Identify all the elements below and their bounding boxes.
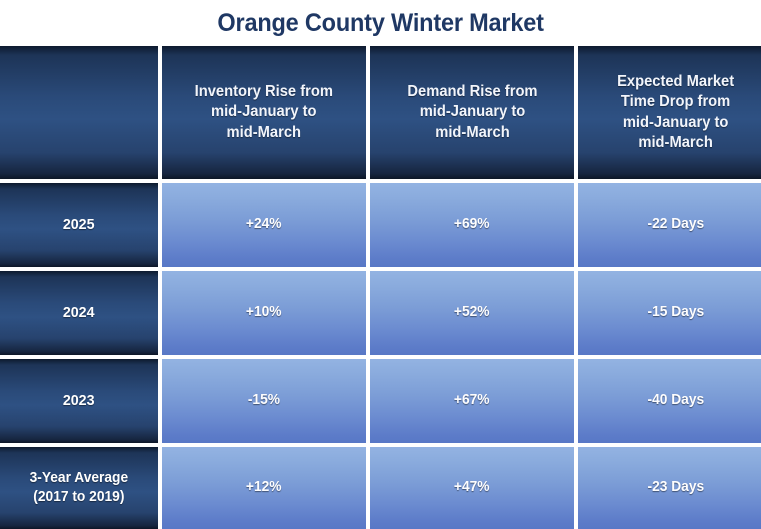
value-market-time-drop-average: -23 Days bbox=[647, 479, 704, 496]
row-label-cell: 3-Year Average (2017 to 2019) bbox=[0, 447, 158, 529]
title-bar: Orange County Winter Market bbox=[0, 0, 761, 46]
header-line-2: mid-January to bbox=[211, 103, 317, 121]
value-inventory-rise-2023: -15% bbox=[247, 392, 281, 409]
gridline-vertical bbox=[158, 46, 162, 179]
cell-demand-rise: +47% bbox=[370, 447, 574, 529]
gridline-vertical bbox=[366, 46, 370, 179]
cell-demand-rise: +67% bbox=[370, 359, 574, 443]
row-label-line-2: (2017 to 2019) bbox=[33, 489, 125, 505]
cell-market-time-drop: -23 Days bbox=[578, 447, 761, 529]
value-demand-rise-2023: +67% bbox=[454, 392, 490, 409]
cell-inventory-rise: +12% bbox=[162, 447, 366, 529]
gridline-vertical bbox=[574, 447, 578, 529]
header-cell-inventory-rise: Inventory Rise from mid-January to mid-M… bbox=[162, 46, 366, 179]
row-label-2024: 2024 bbox=[63, 304, 95, 322]
page-title: Orange County Winter Market bbox=[217, 8, 544, 37]
header-line-1: Demand Rise from bbox=[406, 82, 538, 100]
gridline-vertical bbox=[158, 447, 162, 529]
value-market-time-drop-2023: -40 Days bbox=[647, 392, 704, 409]
row-label-2023: 2023 bbox=[63, 392, 95, 410]
market-data-table: Inventory Rise from mid-January to mid-M… bbox=[0, 46, 761, 529]
table-row: 2023 -15% +67% -4 bbox=[0, 359, 761, 443]
value-market-time-drop-2024: -15 Days bbox=[647, 304, 704, 321]
value-inventory-rise-2025: +24% bbox=[246, 216, 282, 233]
value-demand-rise-2025: +69% bbox=[454, 216, 490, 233]
value-inventory-rise-average: +12% bbox=[246, 479, 282, 496]
cell-demand-rise: +69% bbox=[370, 183, 574, 267]
header-line-3: mid-March bbox=[226, 123, 302, 141]
header-line-3: mid-March bbox=[434, 123, 510, 141]
gridline-vertical bbox=[158, 271, 162, 355]
value-demand-rise-2024: +52% bbox=[454, 304, 490, 321]
header-line-1: Expected Market bbox=[616, 72, 735, 90]
table-row: 2025 +24% +69% -2 bbox=[0, 183, 761, 267]
cell-inventory-rise: +24% bbox=[162, 183, 366, 267]
header-line-2: Time Drop from bbox=[620, 93, 731, 111]
gridline-vertical bbox=[574, 271, 578, 355]
header-line-3: mid-January to bbox=[622, 113, 729, 131]
corner-cell-fill bbox=[0, 46, 158, 179]
cell-inventory-rise: +10% bbox=[162, 271, 366, 355]
cell-market-time-drop: -40 Days bbox=[578, 359, 761, 443]
gridline-horizontal bbox=[0, 179, 761, 183]
gridline-vertical bbox=[366, 183, 370, 267]
gridline-vertical bbox=[366, 359, 370, 443]
value-demand-rise-average: +47% bbox=[454, 479, 490, 496]
cell-market-time-drop: -15 Days bbox=[578, 271, 761, 355]
header-cell-market-time-drop: Expected Market Time Drop from mid-Janua… bbox=[578, 46, 761, 179]
value-inventory-rise-2024: +10% bbox=[246, 304, 282, 321]
row-label-line-1: 3-Year Average bbox=[29, 469, 129, 486]
gridline-vertical bbox=[574, 46, 578, 179]
header-line-1: Inventory Rise from bbox=[194, 82, 334, 100]
header-cell-demand-rise: Demand Rise from mid-January to mid-Marc… bbox=[370, 46, 574, 179]
table-row: 3-Year Average (2017 to 2019) +12% +47% bbox=[0, 447, 761, 529]
header-line-2: mid-January to bbox=[419, 103, 525, 121]
header-label-market-time-drop: Expected Market Time Drop from mid-Janua… bbox=[609, 72, 741, 154]
row-label-cell: 2023 bbox=[0, 359, 158, 443]
header-label-inventory-rise: Inventory Rise from mid-January to mid-M… bbox=[187, 82, 340, 143]
gridline-horizontal bbox=[0, 267, 761, 271]
row-label-cell: 2024 bbox=[0, 271, 158, 355]
header-cell-corner bbox=[0, 46, 158, 179]
header-label-demand-rise: Demand Rise from mid-January to mid-Marc… bbox=[399, 82, 544, 143]
cell-demand-rise: +52% bbox=[370, 271, 574, 355]
table-row: 2024 +10% +52% -1 bbox=[0, 271, 761, 355]
gridline-vertical bbox=[366, 271, 370, 355]
cell-market-time-drop: -22 Days bbox=[578, 183, 761, 267]
value-market-time-drop-2025: -22 Days bbox=[647, 216, 704, 233]
row-label-cell: 2025 bbox=[0, 183, 158, 267]
gridline-vertical bbox=[366, 447, 370, 529]
gridline-horizontal bbox=[0, 355, 761, 359]
table-header-row: Inventory Rise from mid-January to mid-M… bbox=[0, 46, 761, 179]
header-line-4: mid-March bbox=[638, 133, 713, 151]
gridline-vertical bbox=[574, 359, 578, 443]
gridline-horizontal bbox=[0, 443, 761, 447]
row-label-3-year-average: 3-Year Average (2017 to 2019) bbox=[22, 469, 136, 507]
row-label-2025: 2025 bbox=[63, 216, 95, 234]
gridline-vertical bbox=[158, 359, 162, 443]
gridline-vertical bbox=[158, 183, 162, 267]
gridline-vertical bbox=[574, 183, 578, 267]
cell-inventory-rise: -15% bbox=[162, 359, 366, 443]
